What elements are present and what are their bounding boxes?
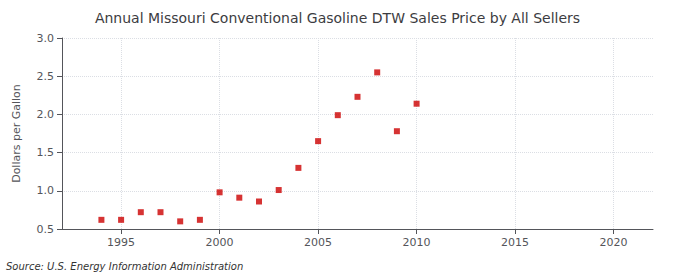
svg-text:1.0: 1.0 (37, 184, 55, 197)
svg-text:2.0: 2.0 (37, 108, 55, 121)
svg-text:1.5: 1.5 (37, 146, 55, 159)
svg-text:2.5: 2.5 (37, 70, 55, 83)
svg-text:1995: 1995 (107, 236, 135, 249)
svg-text:2010: 2010 (403, 236, 431, 249)
svg-text:2020: 2020 (600, 236, 628, 249)
svg-text:2015: 2015 (501, 236, 529, 249)
svg-text:2005: 2005 (304, 236, 332, 249)
svg-text:2000: 2000 (206, 236, 234, 249)
svg-text:3.0: 3.0 (37, 32, 55, 45)
svg-text:Dollars per Gallon: Dollars per Gallon (10, 84, 23, 183)
svg-text:Annual Missouri Conventional G: Annual Missouri Conventional Gasoline DT… (95, 10, 580, 26)
svg-text:0.5: 0.5 (37, 223, 55, 236)
svg-text:Source: U.S. Energy Informatio: Source: U.S. Energy Information Administ… (6, 261, 243, 272)
